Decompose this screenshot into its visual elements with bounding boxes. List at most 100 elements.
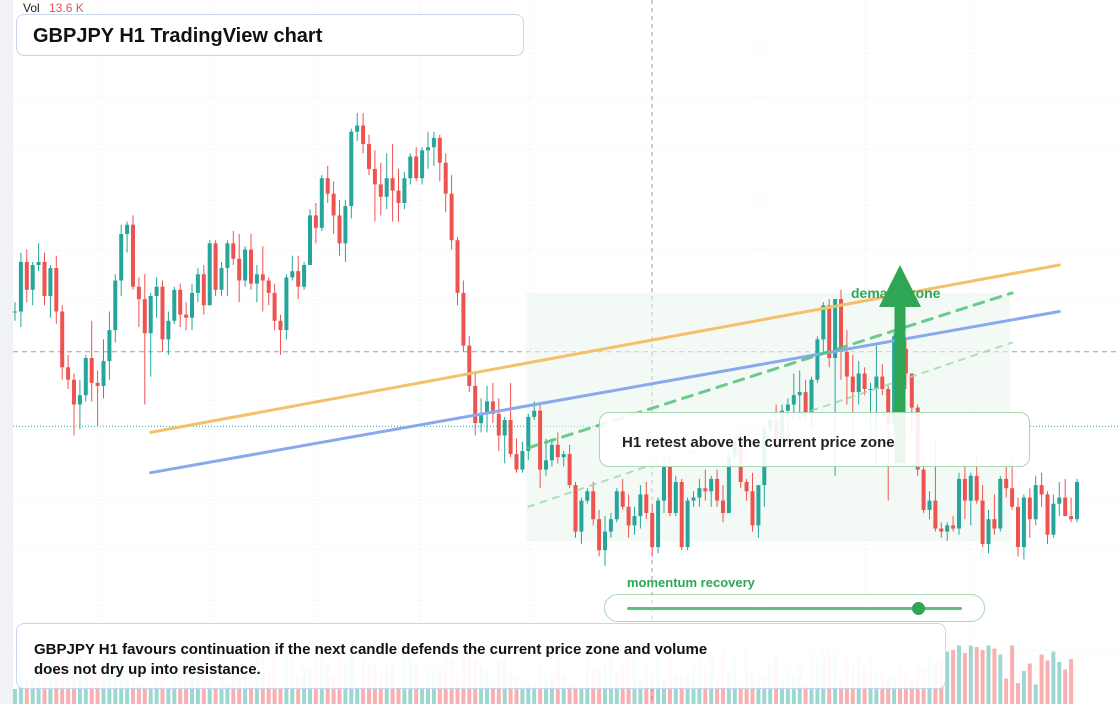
- candle-body: [325, 178, 330, 194]
- candle: [431, 131, 436, 166]
- candle-body: [957, 478, 961, 529]
- volume-bar: [909, 680, 914, 704]
- candle: [361, 113, 366, 154]
- candle: [791, 373, 796, 417]
- candle: [77, 379, 82, 430]
- volume-bar: [455, 674, 460, 704]
- candle-body: [591, 491, 596, 520]
- momentum-slider[interactable]: [604, 594, 985, 622]
- candle-body: [148, 296, 153, 334]
- candle: [95, 370, 100, 427]
- volume-label: Vol: [23, 1, 40, 15]
- candle-body: [892, 336, 897, 424]
- candle: [502, 416, 507, 464]
- candle-body: [1075, 482, 1079, 520]
- candle: [827, 299, 832, 368]
- candle-body: [673, 482, 678, 513]
- candle-body: [201, 274, 206, 306]
- volume-bar: [514, 675, 519, 704]
- candle: [24, 249, 29, 303]
- volume-bar: [673, 675, 678, 704]
- candle: [962, 466, 967, 520]
- volume-bar: [30, 678, 35, 704]
- candle-body: [992, 519, 997, 529]
- candle: [921, 460, 926, 513]
- candle-body: [249, 249, 253, 284]
- candle-body: [815, 339, 820, 380]
- candle-body: [384, 178, 389, 197]
- candle: [60, 305, 65, 380]
- volume-bar: [249, 687, 253, 704]
- candle-body: [974, 475, 979, 501]
- momentum-knob[interactable]: [912, 602, 926, 615]
- callout-text: H1 retest above the current price zone: [622, 434, 895, 451]
- candle: [485, 385, 489, 433]
- candle-body: [856, 373, 861, 393]
- candle: [249, 234, 253, 290]
- candle-body: [797, 392, 802, 396]
- candle: [89, 320, 94, 402]
- candle: [378, 162, 383, 216]
- candle-body: [437, 137, 442, 163]
- candle-body: [538, 410, 543, 470]
- candle: [685, 497, 690, 551]
- candle: [821, 302, 826, 352]
- candle: [526, 413, 531, 461]
- candle-body: [284, 277, 289, 331]
- candle: [656, 497, 661, 554]
- candle-body: [402, 178, 407, 203]
- candle-body: [254, 274, 259, 284]
- candle-body: [921, 469, 926, 510]
- candle-body: [1016, 506, 1020, 548]
- candle: [190, 283, 194, 331]
- candle: [30, 261, 35, 306]
- candle-body: [685, 500, 690, 548]
- volume-bar: [1021, 671, 1026, 704]
- candle-body: [48, 268, 53, 296]
- candle: [709, 475, 714, 507]
- volume-bar: [992, 648, 997, 704]
- candle-body: [420, 150, 425, 179]
- candle-body: [308, 215, 312, 265]
- candle-body: [461, 292, 466, 346]
- candle-body: [998, 478, 1003, 529]
- candle-body: [709, 478, 714, 492]
- candle-body: [24, 261, 29, 290]
- candle: [579, 497, 584, 544]
- candle-body: [272, 292, 277, 321]
- left-edge-strip: [0, 0, 13, 704]
- candle-body: [13, 311, 17, 313]
- candle-body: [721, 500, 725, 513]
- chart-title-box: GBPJPY H1 TradingView chart: [16, 14, 524, 56]
- candle-body: [608, 519, 613, 532]
- candle-body: [951, 525, 956, 529]
- candle-body: [750, 491, 755, 526]
- candle-body: [726, 457, 731, 513]
- volume-bar: [520, 681, 525, 704]
- volume-bar: [1016, 683, 1020, 704]
- candle-body: [213, 243, 218, 290]
- candle-body: [449, 193, 454, 241]
- candle: [650, 503, 655, 557]
- volume-bar: [136, 684, 141, 704]
- volume-bar: [638, 675, 643, 704]
- candle: [927, 491, 932, 520]
- volume-bar: [839, 677, 843, 704]
- volume-bar: [968, 645, 973, 704]
- volume-bar: [892, 677, 897, 704]
- candle: [148, 292, 153, 377]
- candle-body: [1063, 497, 1068, 517]
- candle: [591, 482, 596, 526]
- candle-body: [555, 444, 560, 458]
- candle: [679, 478, 684, 551]
- candle: [372, 150, 377, 222]
- candle-body: [573, 485, 578, 532]
- volume-bar: [526, 681, 531, 704]
- volume-bar: [662, 677, 666, 704]
- candle-body: [278, 320, 283, 331]
- candle-body: [603, 531, 607, 551]
- candle: [756, 485, 761, 538]
- candle-body: [809, 379, 814, 414]
- candle: [231, 230, 236, 265]
- demand-zone-label: demand zone: [851, 285, 941, 301]
